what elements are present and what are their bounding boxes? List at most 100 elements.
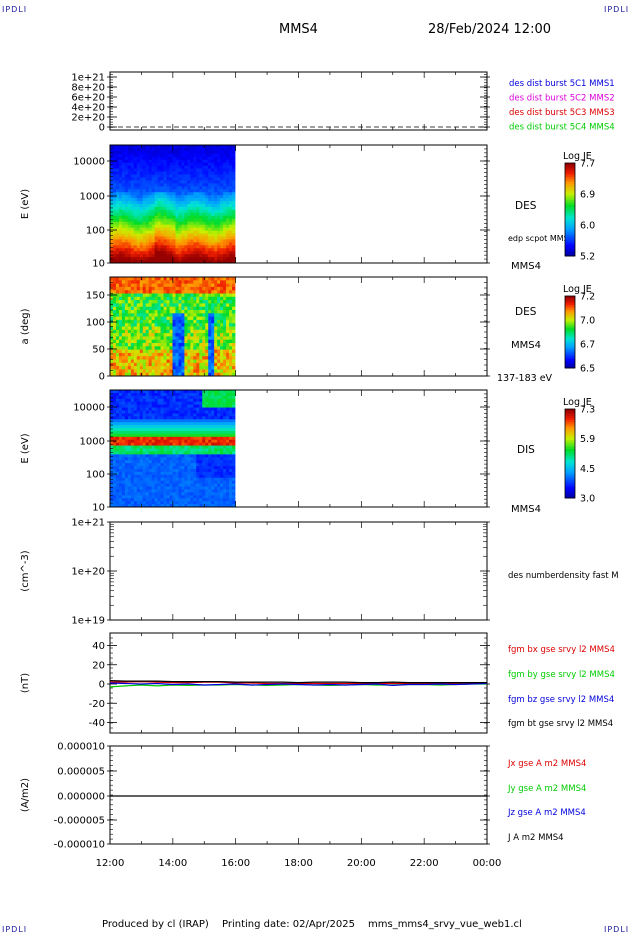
heatmap-cell <box>202 198 206 202</box>
heatmap-cell <box>115 323 120 327</box>
heatmap-cell <box>157 283 161 288</box>
heatmap-cell <box>229 236 233 240</box>
heatmap-cell <box>229 457 233 461</box>
heatmap-cell <box>199 277 203 281</box>
heatmap-cell <box>193 486 197 490</box>
heatmap-cell <box>154 433 159 438</box>
heatmap-cell <box>118 218 123 223</box>
heatmap-cell <box>121 463 126 467</box>
heatmap-cell <box>118 150 123 155</box>
heatmap-cell <box>127 156 132 161</box>
heatmap-cell <box>160 319 164 324</box>
heatmap-cell <box>157 326 161 331</box>
heatmap-cell <box>118 245 123 249</box>
heatmap-cell <box>196 221 200 226</box>
heatmap-cell <box>151 359 156 364</box>
heatmap-cell <box>145 186 150 190</box>
heatmap-cell <box>172 436 176 441</box>
heatmap-cell <box>142 290 147 294</box>
heatmap-cell <box>148 209 153 214</box>
heatmap-cell <box>232 489 236 493</box>
heatmap-cell <box>199 346 203 350</box>
heatmap-cell <box>121 230 126 234</box>
heatmap-cell <box>124 290 129 294</box>
heatmap-cell <box>133 192 138 196</box>
heatmap-cell <box>133 392 138 397</box>
heatmap-cell <box>196 206 200 211</box>
colorbar-cell <box>565 308 575 311</box>
heatmap-cell <box>196 372 200 377</box>
heatmap-cell <box>142 189 147 193</box>
heatmap-cell <box>175 290 179 294</box>
heatmap-cell <box>163 439 167 444</box>
heatmap-cell <box>172 346 176 350</box>
heatmap-cell <box>187 477 191 482</box>
heatmap-cell <box>229 343 233 347</box>
heatmap-cell <box>193 457 197 461</box>
heatmap-cell <box>220 147 224 152</box>
heatmap-cell <box>151 460 156 464</box>
heatmap-cell <box>124 401 129 406</box>
heatmap-cell <box>160 183 164 187</box>
heatmap-cell <box>154 156 159 161</box>
heatmap-cell <box>142 209 147 214</box>
heatmap-cell <box>217 245 221 249</box>
heatmap-cell <box>124 489 129 493</box>
heatmap-cell <box>133 329 138 334</box>
heatmap-cell <box>127 233 132 237</box>
heatmap-cell <box>118 498 123 502</box>
heatmap-cell <box>166 209 170 214</box>
heatmap-cell <box>163 346 167 350</box>
heatmap-cell <box>151 483 156 487</box>
heatmap-cell <box>223 366 227 370</box>
heatmap-cell <box>166 398 170 403</box>
heatmap-cell <box>217 349 221 354</box>
heatmap-cell <box>184 313 188 317</box>
heatmap-cell <box>178 433 182 438</box>
heatmap-cell <box>181 150 185 155</box>
heatmap-cell <box>184 162 188 167</box>
heatmap-cell <box>187 457 191 461</box>
heatmap-cell <box>223 251 227 255</box>
heatmap-cell <box>190 198 194 202</box>
heatmap-cell <box>199 156 203 161</box>
heatmap-cell <box>110 290 114 294</box>
heatmap-cell <box>145 436 150 441</box>
heatmap-cell <box>130 303 135 308</box>
heatmap-cell <box>163 316 167 321</box>
heatmap-cell <box>160 257 164 261</box>
heatmap-cell <box>160 189 164 193</box>
heatmap-cell <box>133 165 138 169</box>
heatmap-cell <box>193 251 197 255</box>
heatmap-cell <box>217 280 221 284</box>
heatmap-cell <box>214 165 218 169</box>
heatmap-cell <box>145 177 150 181</box>
heatmap-cell <box>184 147 188 152</box>
heatmap-cell <box>208 352 212 357</box>
heatmap-cell <box>214 171 218 175</box>
heatmap-cell <box>110 333 114 337</box>
heatmap-cell <box>208 486 212 490</box>
heatmap-cell <box>196 251 200 255</box>
heatmap-cell <box>211 159 215 164</box>
heatmap-cell <box>202 156 206 161</box>
heatmap-cell <box>193 192 197 196</box>
heatmap-cell <box>208 159 212 164</box>
heatmap-cell <box>196 153 200 158</box>
heatmap-cell <box>130 495 135 499</box>
heatmap-cell <box>157 410 161 414</box>
heatmap-cell <box>178 192 182 196</box>
heatmap-cell <box>181 174 185 178</box>
heatmap-cell <box>175 489 179 493</box>
heatmap-cell <box>229 174 233 178</box>
heatmap-cell <box>178 466 182 470</box>
heatmap-cell <box>154 277 159 281</box>
heatmap-cell <box>166 171 170 175</box>
heatmap-cell <box>214 150 218 155</box>
heatmap-cell <box>118 162 123 167</box>
heatmap-cell <box>208 333 212 337</box>
heatmap-cell <box>139 224 144 228</box>
heatmap-cell <box>232 413 236 417</box>
heatmap-cell <box>121 236 126 240</box>
heatmap-cell <box>172 260 176 264</box>
